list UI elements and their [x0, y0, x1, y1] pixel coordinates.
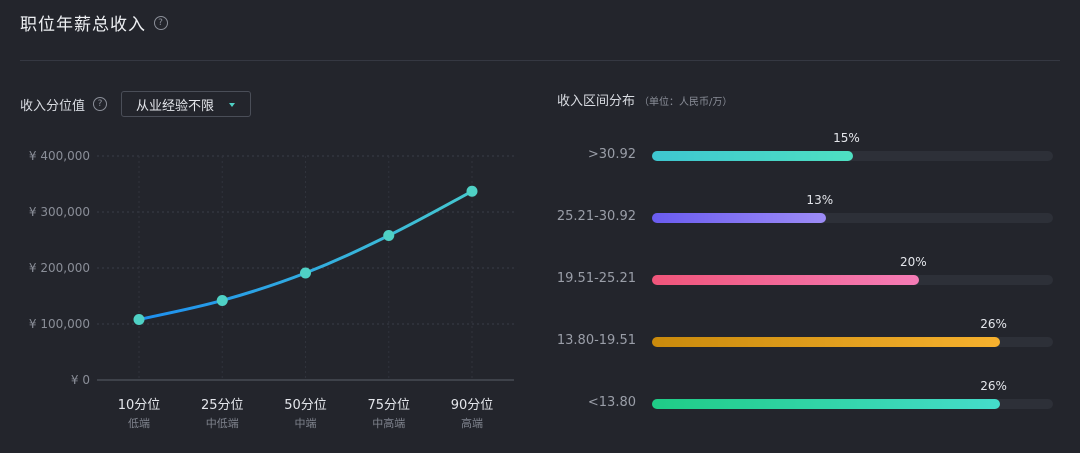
percentile-label: 收入分位值: [20, 98, 86, 114]
data-point[interactable]: [133, 314, 145, 326]
bar-row: >30.92 15%: [540, 131, 1060, 162]
x-tick-label: 90分位: [451, 398, 494, 413]
bar-category-label: >30.92: [587, 147, 636, 162]
bar-track: 26%: [652, 379, 1053, 409]
y-axis: ¥ 0 ¥ 100,000 ¥ 200,000 ¥ 300,000 ¥ 400,000: [29, 149, 90, 387]
help-icon[interactable]: ?: [154, 16, 168, 30]
x-tick-sublabel: 中端: [295, 417, 317, 430]
bar-value-label: 26%: [980, 379, 1007, 393]
distribution-header: 收入区间分布 （单位：人民币/万）: [557, 90, 733, 109]
data-point[interactable]: [466, 185, 478, 197]
bar-category-label: 25.21-30.92: [556, 209, 636, 224]
y-tick-label: ¥ 400,000: [29, 149, 90, 163]
distribution-label: 收入区间分布: [557, 94, 636, 109]
bar-row: <13.80 26%: [540, 379, 1060, 410]
data-point[interactable]: [300, 267, 311, 279]
percentile-help-icon[interactable]: ?: [93, 97, 108, 111]
bar-value-label: 20%: [899, 255, 927, 269]
x-tick-sublabel: 中低端: [206, 417, 239, 430]
bar-category-label: 13.80-19.51: [556, 333, 636, 348]
bar-value-label: 26%: [980, 317, 1007, 331]
bar-track: 26%: [652, 317, 1053, 347]
x-tick-label: 75分位: [367, 398, 410, 413]
bar-fill[interactable]: [652, 213, 826, 223]
x-tick-label: 50分位: [284, 398, 327, 413]
data-point[interactable]: [383, 230, 395, 242]
distribution-unit: （单位：人民币/万）: [639, 97, 733, 108]
caret-down-icon: [229, 103, 236, 107]
y-tick-label: ¥ 0: [71, 373, 90, 387]
bar-fill[interactable]: [652, 337, 1000, 347]
bar-track: 15%: [652, 131, 1053, 161]
x-tick-sublabel: 中高端: [372, 416, 405, 430]
y-tick-label: ¥ 300,000: [29, 205, 90, 219]
x-tick-label: 25分位: [201, 398, 244, 413]
bar-value-label: 13%: [806, 193, 834, 207]
bar-fill[interactable]: [652, 399, 1000, 409]
series-line: [137, 189, 474, 322]
experience-dropdown-value: 从业经验不限: [136, 98, 215, 114]
x-tick-sublabel: 低端: [128, 417, 150, 430]
bar-category-label: 19.51-25.21: [556, 271, 636, 286]
percentile-header: 收入分位值 ? 从业经验不限: [20, 90, 252, 118]
bar-category-label: <13.80: [587, 395, 636, 410]
data-point[interactable]: [216, 294, 228, 306]
page-title: 职位年薪总收入?: [20, 10, 168, 35]
title-text: 职位年薪总收入: [20, 15, 146, 35]
bar-fill[interactable]: [652, 151, 853, 161]
x-tick-label: 10分位: [118, 398, 161, 413]
divider: [20, 60, 1060, 61]
experience-dropdown[interactable]: 从业经验不限: [121, 91, 252, 117]
bar-row: 13.80-19.51 26%: [540, 317, 1060, 348]
bar-value-label: 15%: [833, 131, 860, 145]
x-tick-sublabel: 高端: [461, 416, 483, 430]
bar-fill[interactable]: [652, 275, 920, 285]
bar-track: 13%: [652, 193, 1053, 223]
data-points: [133, 185, 478, 326]
y-tick-label: ¥ 100,000: [29, 317, 90, 331]
bar-row: 19.51-25.21 20%: [540, 255, 1060, 286]
percentile-line-chart: ¥ 0¥ 100,000¥ 200,000¥ 300,000¥ 400,000 …: [29, 149, 514, 430]
bar-track: 20%: [652, 255, 1053, 285]
bar-row: 25.21-30.92 13%: [540, 193, 1060, 224]
y-tick-label: ¥ 200,000: [29, 261, 90, 275]
